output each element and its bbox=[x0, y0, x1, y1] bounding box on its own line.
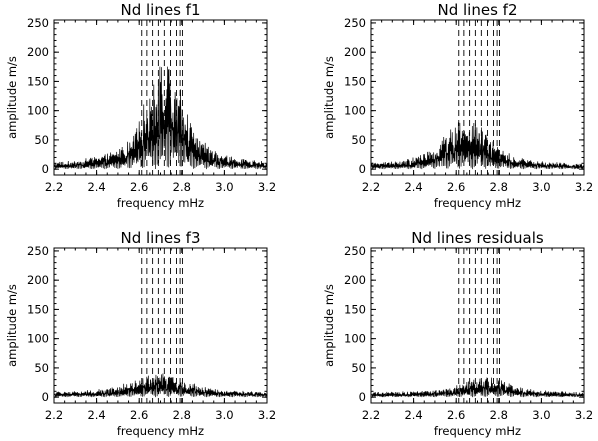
y-tick-label: 200 bbox=[344, 45, 366, 59]
y-tick-label: 0 bbox=[42, 390, 49, 404]
y-tick-label: 50 bbox=[34, 361, 49, 375]
x-tick-label: 2.2 bbox=[362, 180, 380, 194]
y-tick-label: 200 bbox=[27, 45, 49, 59]
x-tick-label: 3.2 bbox=[575, 408, 593, 422]
y-tick-label: 250 bbox=[344, 244, 366, 258]
x-tick-label: 2.4 bbox=[404, 408, 422, 422]
y-tick-label: 250 bbox=[344, 16, 366, 30]
x-axis-label: frequency mHz bbox=[117, 196, 204, 210]
panel-title: Nd lines f1 bbox=[121, 1, 201, 19]
y-axis-label: amplitude m/s bbox=[5, 56, 19, 139]
x-axis-label: frequency mHz bbox=[434, 424, 521, 438]
x-axis-label: frequency mHz bbox=[117, 424, 204, 438]
x-tick-label: 3.2 bbox=[575, 180, 593, 194]
panel-nd-lines-f3: Nd lines f3 2.2 2.4 2.6 2.8 3.0 3.2 0 50 100 150 20… bbox=[5, 229, 276, 438]
y-tick-label: 150 bbox=[344, 302, 366, 316]
panel-nd-lines-residuals: Nd lines residuals 2.2 2.4 2.6 2.8 3.0 3.2 0 50 1… bbox=[322, 229, 593, 438]
x-tick-label: 3.2 bbox=[258, 408, 276, 422]
x-tick-label: 2.4 bbox=[404, 180, 422, 194]
y-tick-label: 50 bbox=[351, 361, 366, 375]
x-tick-label: 2.8 bbox=[490, 408, 508, 422]
panel-nd-lines-f2: Nd lines f2 2.2 2.4 2.6 2.8 3.0 3.2 0 50 100 150 20… bbox=[322, 1, 593, 210]
y-tick-label: 100 bbox=[344, 332, 366, 346]
x-tick-label: 2.6 bbox=[447, 180, 465, 194]
x-tick-label: 2.8 bbox=[490, 180, 508, 194]
x-tick-label: 3.0 bbox=[215, 408, 233, 422]
y-tick-label: 0 bbox=[359, 390, 366, 404]
panel-title: Nd lines f2 bbox=[438, 1, 518, 19]
x-tick-label: 2.6 bbox=[130, 180, 148, 194]
y-tick-label: 250 bbox=[27, 244, 49, 258]
x-tick-label: 2.2 bbox=[45, 408, 63, 422]
spectrum-line bbox=[54, 66, 267, 170]
y-tick-label: 100 bbox=[27, 332, 49, 346]
y-tick-label: 150 bbox=[27, 302, 49, 316]
y-tick-label: 0 bbox=[42, 162, 49, 176]
panel-title: Nd lines f3 bbox=[121, 229, 201, 247]
spectrum-line bbox=[54, 373, 267, 398]
y-tick-label: 250 bbox=[27, 16, 49, 30]
x-tick-label: 2.2 bbox=[45, 180, 63, 194]
x-tick-label: 2.6 bbox=[130, 408, 148, 422]
y-tick-label: 50 bbox=[351, 133, 366, 147]
x-axis-label: frequency mHz bbox=[434, 196, 521, 210]
y-tick-label: 150 bbox=[27, 74, 49, 88]
x-tick-label: 2.2 bbox=[362, 408, 380, 422]
x-tick-label: 3.0 bbox=[532, 180, 550, 194]
x-tick-label: 2.4 bbox=[87, 180, 105, 194]
y-tick-label: 0 bbox=[359, 162, 366, 176]
y-tick-label: 200 bbox=[27, 273, 49, 287]
y-axis-label: amplitude m/s bbox=[322, 56, 336, 139]
x-tick-label: 3.0 bbox=[215, 180, 233, 194]
spectrum-line bbox=[371, 377, 584, 398]
x-tick-label: 2.8 bbox=[173, 180, 191, 194]
y-tick-label: 50 bbox=[34, 133, 49, 147]
x-tick-label: 2.8 bbox=[173, 408, 191, 422]
y-axis-label: amplitude m/s bbox=[322, 284, 336, 367]
plot-frame bbox=[370, 247, 585, 404]
panel-nd-lines-f1: Nd lines f1 2.2 2.4 2.6 2.8 3.0 3.2 0 50 100 150 20… bbox=[5, 1, 276, 210]
plot-frame bbox=[53, 247, 268, 404]
panel-title: Nd lines residuals bbox=[411, 229, 544, 247]
x-tick-label: 2.4 bbox=[87, 408, 105, 422]
y-tick-label: 200 bbox=[344, 273, 366, 287]
spectrum-line bbox=[371, 122, 584, 170]
x-tick-label: 3.0 bbox=[532, 408, 550, 422]
x-tick-label: 2.6 bbox=[447, 408, 465, 422]
y-tick-label: 100 bbox=[344, 104, 366, 118]
y-tick-label: 100 bbox=[27, 104, 49, 118]
y-axis-label: amplitude m/s bbox=[5, 284, 19, 367]
x-tick-label: 3.2 bbox=[258, 180, 276, 194]
y-tick-label: 150 bbox=[344, 74, 366, 88]
